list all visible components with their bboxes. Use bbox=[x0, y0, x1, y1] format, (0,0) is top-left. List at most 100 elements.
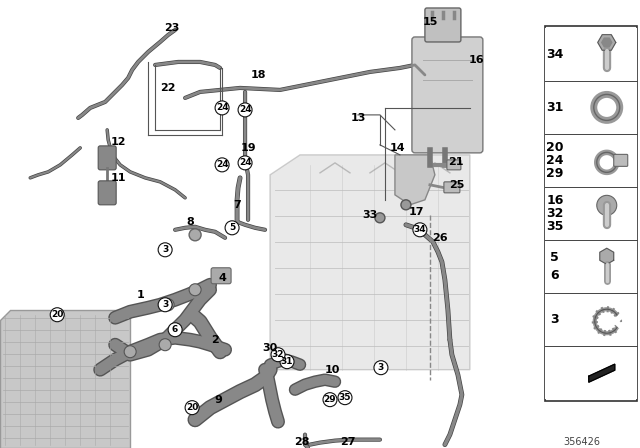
Text: 34: 34 bbox=[413, 225, 426, 234]
Bar bbox=[545, 293, 637, 346]
Text: 16: 16 bbox=[469, 55, 484, 65]
Text: 35: 35 bbox=[339, 393, 351, 402]
Text: 5: 5 bbox=[229, 223, 235, 233]
Text: 24: 24 bbox=[546, 154, 564, 167]
Bar bbox=[545, 187, 637, 240]
Text: 19: 19 bbox=[240, 143, 256, 153]
Circle shape bbox=[185, 401, 199, 415]
Circle shape bbox=[215, 158, 229, 172]
Circle shape bbox=[189, 229, 201, 241]
Circle shape bbox=[158, 243, 172, 257]
Polygon shape bbox=[0, 310, 130, 448]
Bar bbox=[545, 81, 637, 134]
Bar bbox=[545, 240, 637, 293]
Text: 4: 4 bbox=[218, 273, 226, 283]
Circle shape bbox=[238, 103, 252, 117]
Text: 8: 8 bbox=[186, 217, 194, 227]
Bar bbox=[545, 134, 637, 187]
Text: 6: 6 bbox=[172, 325, 179, 334]
Text: 18: 18 bbox=[250, 70, 266, 80]
Text: 17: 17 bbox=[409, 207, 425, 217]
Text: 29: 29 bbox=[546, 167, 563, 180]
Text: 13: 13 bbox=[350, 113, 365, 123]
Text: 28: 28 bbox=[294, 437, 310, 447]
Circle shape bbox=[271, 348, 285, 362]
Text: 3: 3 bbox=[550, 313, 559, 326]
Text: 34: 34 bbox=[546, 48, 563, 61]
FancyBboxPatch shape bbox=[412, 37, 483, 153]
Text: 12: 12 bbox=[111, 137, 126, 147]
Text: 24: 24 bbox=[239, 105, 252, 114]
FancyBboxPatch shape bbox=[614, 155, 628, 166]
Circle shape bbox=[159, 339, 171, 351]
Text: 9: 9 bbox=[214, 395, 222, 405]
Circle shape bbox=[215, 101, 229, 115]
FancyBboxPatch shape bbox=[447, 160, 461, 170]
Text: 25: 25 bbox=[449, 180, 465, 190]
Circle shape bbox=[238, 156, 252, 170]
Polygon shape bbox=[602, 38, 612, 47]
Circle shape bbox=[189, 284, 201, 296]
Circle shape bbox=[280, 355, 294, 369]
Text: 29: 29 bbox=[324, 395, 336, 404]
Circle shape bbox=[338, 391, 352, 405]
Text: 10: 10 bbox=[324, 365, 340, 375]
Text: 24: 24 bbox=[239, 158, 252, 168]
Text: 20: 20 bbox=[51, 310, 63, 319]
Text: 21: 21 bbox=[448, 157, 463, 167]
Circle shape bbox=[158, 298, 172, 312]
Text: 2: 2 bbox=[211, 335, 219, 345]
Bar bbox=[545, 26, 637, 401]
Text: 22: 22 bbox=[161, 83, 176, 93]
Circle shape bbox=[124, 346, 136, 358]
FancyBboxPatch shape bbox=[98, 146, 116, 170]
FancyBboxPatch shape bbox=[425, 8, 461, 42]
Text: 24: 24 bbox=[216, 160, 228, 169]
Polygon shape bbox=[589, 364, 615, 382]
Text: 3: 3 bbox=[162, 300, 168, 309]
Circle shape bbox=[374, 361, 388, 375]
Circle shape bbox=[50, 308, 64, 322]
Text: 26: 26 bbox=[432, 233, 448, 243]
Text: 16: 16 bbox=[546, 194, 563, 207]
Text: 14: 14 bbox=[390, 143, 406, 153]
Text: 3: 3 bbox=[162, 246, 168, 254]
Text: 23: 23 bbox=[164, 23, 180, 33]
Polygon shape bbox=[395, 155, 435, 205]
Text: 32: 32 bbox=[546, 207, 563, 220]
Polygon shape bbox=[598, 34, 616, 50]
Circle shape bbox=[162, 299, 174, 311]
Text: 24: 24 bbox=[216, 103, 228, 112]
Text: 1: 1 bbox=[136, 290, 144, 300]
Text: 3: 3 bbox=[378, 363, 384, 372]
Text: 20: 20 bbox=[186, 403, 198, 412]
Polygon shape bbox=[600, 248, 614, 264]
Circle shape bbox=[323, 392, 337, 407]
Text: 15: 15 bbox=[422, 17, 438, 27]
Polygon shape bbox=[270, 155, 470, 370]
Circle shape bbox=[168, 323, 182, 337]
FancyBboxPatch shape bbox=[444, 182, 460, 193]
FancyBboxPatch shape bbox=[211, 268, 231, 284]
Text: 32: 32 bbox=[272, 350, 284, 359]
Text: 6: 6 bbox=[550, 269, 559, 282]
Text: 31: 31 bbox=[281, 357, 293, 366]
Circle shape bbox=[375, 213, 385, 223]
Text: 31: 31 bbox=[546, 101, 563, 114]
Bar bbox=[545, 346, 637, 399]
Circle shape bbox=[413, 223, 427, 237]
Text: 20: 20 bbox=[546, 141, 564, 154]
Text: 7: 7 bbox=[233, 200, 241, 210]
Text: 33: 33 bbox=[362, 210, 378, 220]
Circle shape bbox=[401, 200, 411, 210]
Text: 11: 11 bbox=[111, 173, 126, 183]
Text: 5: 5 bbox=[550, 251, 559, 264]
Circle shape bbox=[225, 221, 239, 235]
Text: 356426: 356426 bbox=[563, 437, 600, 447]
FancyBboxPatch shape bbox=[98, 181, 116, 205]
Bar bbox=[545, 28, 637, 81]
Text: 35: 35 bbox=[546, 220, 563, 233]
Text: 30: 30 bbox=[262, 343, 278, 353]
Text: 27: 27 bbox=[340, 437, 356, 447]
Circle shape bbox=[596, 195, 617, 215]
